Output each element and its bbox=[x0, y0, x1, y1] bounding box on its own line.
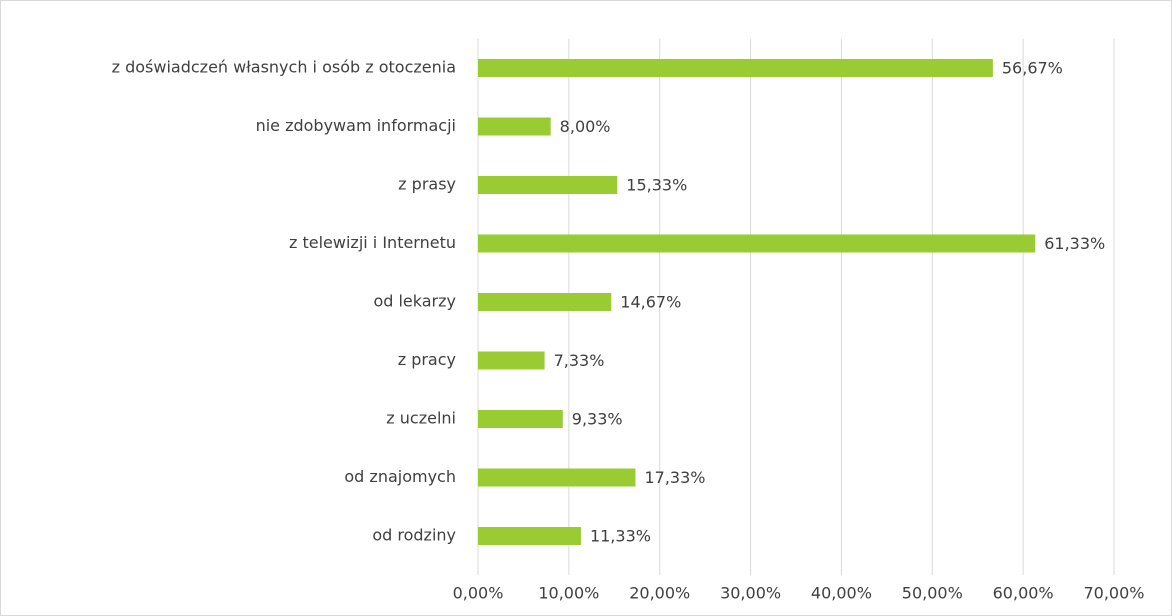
y-tick-label: od znajomych bbox=[344, 467, 456, 486]
y-tick-label: od lekarzy bbox=[373, 292, 456, 311]
y-tick-label: od rodziny bbox=[372, 526, 456, 545]
x-tick-label: 40,00% bbox=[811, 584, 872, 603]
y-tick-label: z telewizji i Internetu bbox=[289, 233, 456, 252]
x-tick-label: 0,00% bbox=[453, 584, 504, 603]
data-label: 11,33% bbox=[590, 527, 651, 546]
data-label: 15,33% bbox=[626, 176, 687, 195]
bar bbox=[478, 117, 551, 136]
bar bbox=[478, 527, 581, 545]
y-tick-label: z doświadczeń własnych i osób z otoczeni… bbox=[112, 58, 456, 77]
bar bbox=[478, 351, 545, 370]
data-label: 9,33% bbox=[572, 410, 623, 429]
data-label: 8,00% bbox=[560, 117, 611, 136]
bar bbox=[478, 410, 563, 428]
data-label: 56,67% bbox=[1002, 59, 1063, 78]
bar bbox=[478, 293, 612, 311]
x-tick-label: 50,00% bbox=[902, 584, 963, 603]
y-tick-label: z uczelni bbox=[386, 409, 456, 428]
data-label: 14,67% bbox=[620, 293, 681, 312]
x-tick-label: 60,00% bbox=[993, 584, 1054, 603]
bar bbox=[478, 176, 618, 194]
y-tick-label: nie zdobywam informacji bbox=[256, 116, 456, 135]
data-label: 17,33% bbox=[644, 468, 705, 487]
x-tick-label: 20,00% bbox=[629, 584, 690, 603]
bar bbox=[478, 468, 636, 487]
bar bbox=[478, 234, 1036, 253]
data-label: 7,33% bbox=[554, 351, 605, 370]
x-tick-label: 70,00% bbox=[1083, 584, 1144, 603]
x-tick-label: 30,00% bbox=[720, 584, 781, 603]
bar bbox=[478, 59, 993, 77]
y-tick-label: z prasy bbox=[398, 175, 456, 194]
y-tick-label: z pracy bbox=[398, 350, 456, 369]
data-label: 61,33% bbox=[1044, 234, 1105, 253]
x-tick-label: 10,00% bbox=[538, 584, 599, 603]
